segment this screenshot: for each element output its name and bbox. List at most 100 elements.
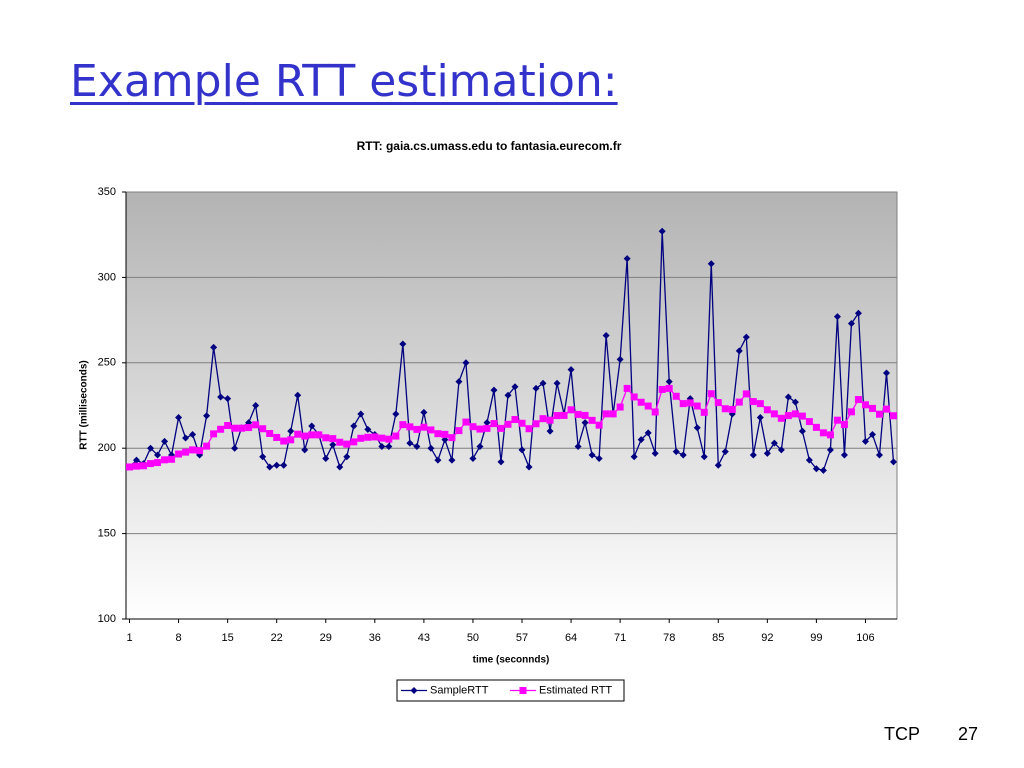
- data-point: [273, 461, 281, 469]
- legend-label: SampleRTT: [430, 684, 489, 696]
- data-point: [756, 413, 764, 421]
- x-tick-label: 22: [271, 632, 283, 644]
- data-point: [560, 411, 568, 419]
- data-point: [721, 405, 729, 413]
- data-point: [665, 378, 673, 386]
- data-point: [749, 398, 757, 406]
- plot-area: [125, 191, 898, 620]
- data-point: [210, 430, 218, 438]
- data-point: [651, 449, 659, 457]
- y-tick-label: 250: [98, 357, 116, 369]
- legend-marker: [410, 687, 418, 694]
- legend-label: Estimated RTT: [539, 684, 612, 696]
- data-point: [637, 436, 645, 444]
- x-tick-label: 71: [614, 632, 626, 644]
- data-point: [777, 414, 785, 422]
- data-point: [679, 451, 687, 459]
- data-point: [273, 433, 281, 441]
- data-point: [798, 427, 806, 435]
- data-point: [413, 442, 421, 450]
- data-point: [238, 424, 246, 432]
- data-point: [203, 442, 211, 450]
- data-point: [805, 456, 813, 464]
- data-point: [469, 454, 477, 462]
- x-tick-label: 78: [663, 632, 675, 644]
- data-point: [847, 408, 855, 416]
- data-point: [287, 427, 295, 435]
- data-point: [266, 463, 274, 471]
- data-point: [280, 461, 288, 469]
- data-point: [861, 401, 869, 409]
- data-point: [812, 465, 820, 473]
- data-point: [189, 446, 197, 454]
- data-point: [826, 431, 834, 439]
- data-point: [784, 412, 792, 420]
- data-point: [441, 436, 449, 444]
- data-point: [609, 410, 617, 418]
- data-point: [644, 402, 652, 410]
- data-point: [210, 343, 218, 351]
- data-point: [595, 421, 603, 429]
- data-point: [294, 430, 302, 438]
- data-point: [280, 437, 288, 445]
- data-point: [427, 426, 435, 434]
- data-point: [406, 423, 414, 431]
- data-point: [588, 451, 596, 459]
- data-point: [385, 435, 393, 443]
- data-point: [497, 458, 505, 466]
- data-point: [728, 405, 736, 413]
- data-point: [231, 444, 239, 452]
- data-point: [434, 430, 442, 438]
- data-point: [784, 393, 792, 401]
- data-point: [581, 411, 589, 419]
- data-point: [462, 359, 470, 367]
- data-point: [490, 420, 498, 428]
- data-point: [175, 413, 183, 421]
- data-point: [742, 390, 750, 398]
- data-point: [378, 434, 386, 442]
- data-point: [854, 309, 862, 317]
- data-point: [546, 416, 554, 424]
- data-point: [308, 422, 316, 430]
- data-point: [301, 432, 309, 440]
- data-point: [147, 444, 155, 452]
- y-tick-label: 300: [98, 271, 116, 283]
- data-point: [259, 425, 267, 433]
- data-point: [336, 438, 344, 446]
- data-point: [462, 418, 470, 426]
- data-point: [532, 384, 540, 392]
- data-point: [147, 460, 155, 468]
- x-tick-label: 15: [222, 632, 234, 644]
- data-point: [574, 442, 582, 450]
- data-point: [525, 425, 533, 433]
- data-point: [483, 424, 491, 432]
- data-point: [322, 434, 330, 442]
- x-tick-label: 99: [810, 632, 822, 644]
- data-point: [154, 451, 162, 459]
- data-point: [140, 462, 148, 470]
- data-point: [175, 450, 183, 458]
- data-point: [126, 463, 134, 471]
- data-point: [616, 403, 624, 411]
- x-tick-label: 92: [761, 632, 773, 644]
- data-point: [252, 421, 260, 429]
- data-point: [700, 453, 708, 461]
- data-point: [574, 410, 582, 418]
- x-tick-label: 85: [712, 632, 724, 644]
- x-tick-label: 36: [369, 632, 381, 644]
- data-point: [812, 423, 820, 431]
- footer-section: TCP: [884, 724, 920, 744]
- data-point: [357, 410, 365, 418]
- data-point: [392, 410, 400, 418]
- data-point: [672, 392, 680, 400]
- data-point: [308, 431, 316, 439]
- y-tick-label: 350: [98, 186, 116, 198]
- x-tick-label: 8: [176, 632, 182, 644]
- data-point: [595, 454, 603, 462]
- data-point: [378, 442, 386, 450]
- data-point: [623, 384, 631, 392]
- data-point: [791, 410, 799, 418]
- data-point: [203, 412, 211, 420]
